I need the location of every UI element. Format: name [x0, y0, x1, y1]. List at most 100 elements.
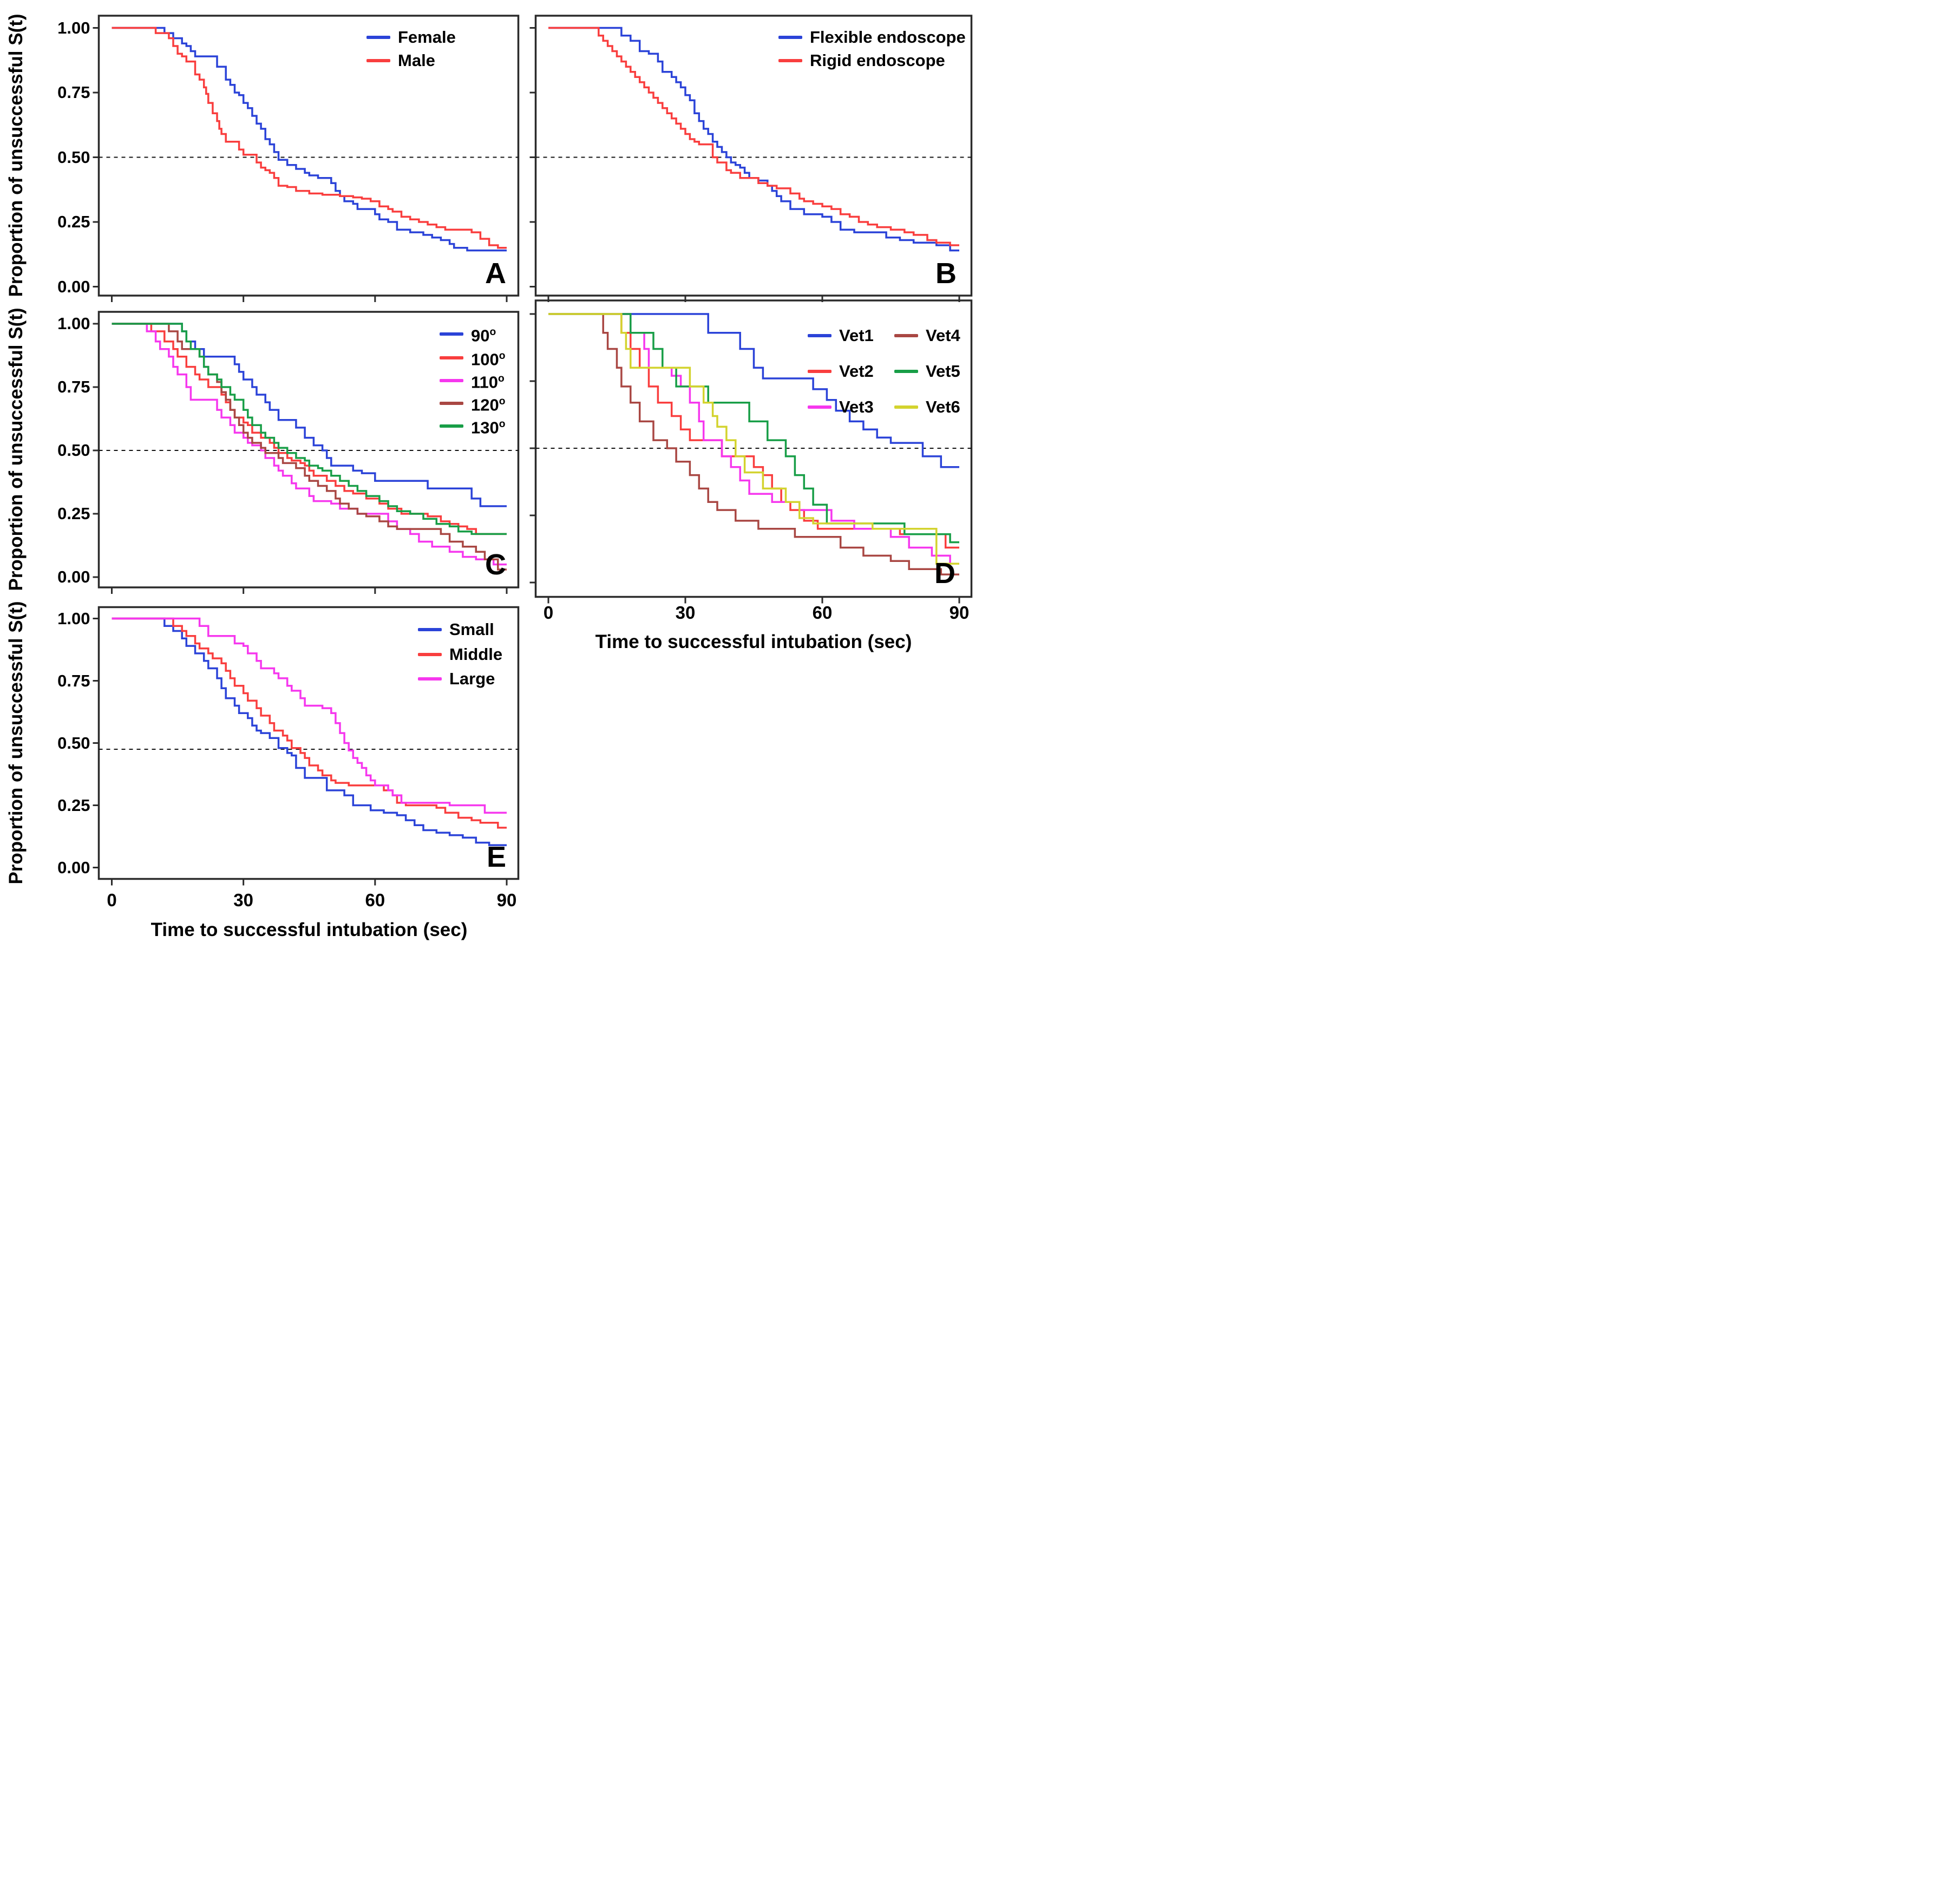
y-tick-label: 0.75	[57, 83, 90, 102]
legend-item-Small: Small	[418, 620, 494, 639]
curve-E-Large	[112, 617, 507, 814]
figure: Proportion of unsuccessful S(t) Proporti…	[0, 0, 976, 952]
legend-swatch	[808, 334, 832, 337]
curve-E-Small	[112, 617, 507, 846]
x-tick-label: 60	[812, 603, 833, 623]
x-tick-label: 30	[675, 603, 696, 623]
y-tick-label: 0.25	[57, 212, 90, 231]
legend-item-Middle: Middle	[418, 645, 502, 664]
y-tick-label: 0.75	[57, 377, 90, 396]
legend-label: Rigid endoscope	[810, 51, 945, 70]
legend-swatch	[440, 402, 463, 405]
x-tick-label: 0	[107, 890, 117, 910]
legend-item-100-: 100o	[440, 347, 505, 369]
legend-label: 90o	[471, 326, 496, 345]
x-tick-label: 30	[233, 890, 254, 910]
panel-box-A	[97, 15, 520, 297]
legend-item-110-: 110o	[440, 370, 505, 391]
legend-label: 110o	[471, 372, 505, 392]
legend-label: Vet2	[839, 362, 874, 381]
legend-swatch	[894, 334, 918, 337]
legend-swatch	[778, 36, 802, 39]
y-tick-label: 0.00	[57, 567, 90, 586]
y-axis-label: Proportion of unsuccessful S(t)	[5, 307, 27, 591]
x-axis-label: Time to successful intubation (sec)	[150, 919, 468, 940]
panel-box-B	[534, 15, 973, 297]
legend-swatch	[894, 370, 918, 373]
legend-swatch	[808, 370, 832, 373]
y-axis-label: Proportion of unsuccessful S(t)	[5, 14, 27, 297]
legend-item-Flexible-endoscope: Flexible endoscope	[778, 28, 966, 47]
legend-label: Vet5	[926, 362, 960, 381]
curve-C-100-	[112, 323, 507, 535]
legend-item-Vet4: Vet4	[894, 326, 960, 345]
degree-superscript: o	[499, 418, 506, 430]
curve-D-Vet4	[548, 313, 959, 575]
legend-label: Flexible endoscope	[810, 28, 966, 47]
legend-label: Vet4	[926, 326, 960, 345]
legend-label: Middle	[449, 645, 503, 664]
y-tick-label: 1.00	[57, 18, 90, 37]
curve-A-Male	[112, 27, 507, 249]
legend-item-Vet5: Vet5	[894, 362, 960, 381]
legend-label: Male	[398, 51, 435, 70]
degree-superscript: o	[498, 373, 505, 384]
curve-B-Rigid-endoscope	[548, 27, 959, 246]
y-tick-label: 0.00	[57, 858, 90, 877]
panel-letter-E: E	[487, 841, 507, 873]
y-tick-label: 0.50	[57, 733, 90, 753]
legend-label: Female	[398, 28, 456, 47]
x-tick-label: 90	[949, 603, 970, 623]
legend-item-90-: 90o	[440, 323, 496, 345]
panel-letter-C: C	[485, 548, 506, 581]
legend-item-Vet2: Vet2	[808, 362, 874, 381]
legend-item-Vet6: Vet6	[894, 398, 960, 416]
legend-swatch	[418, 653, 442, 656]
legend-swatch	[808, 405, 832, 409]
legend-item-Vet1: Vet1	[808, 326, 874, 345]
legend-swatch	[418, 628, 442, 631]
legend-swatch	[894, 405, 918, 409]
legend-label: Vet1	[839, 326, 874, 345]
curve-B-Flexible-endoscope	[548, 27, 959, 252]
y-tick-label: 0.50	[57, 441, 90, 460]
legend-item-Large: Large	[418, 670, 495, 688]
degree-superscript: o	[499, 396, 506, 407]
legend-item-120-: 120o	[440, 392, 505, 414]
x-tick-label: 90	[496, 890, 517, 910]
x-axis-label: Time to successful intubation (sec)	[595, 631, 912, 652]
x-tick-label: 0	[543, 603, 554, 623]
legend-swatch	[440, 424, 463, 428]
legend-swatch	[366, 36, 390, 39]
legend-item-Vet3: Vet3	[808, 398, 874, 416]
degree-superscript: o	[499, 350, 506, 362]
legend-swatch	[440, 356, 463, 360]
curve-D-Vet1	[548, 313, 959, 468]
y-tick-label: 0.25	[57, 504, 90, 523]
panel-letter-D: D	[934, 557, 955, 590]
legend-label: Vet6	[926, 397, 960, 416]
curve-C-90-	[112, 323, 507, 507]
legend-swatch	[440, 332, 463, 336]
legend-label: Small	[449, 620, 494, 639]
curve-D-Vet6	[548, 313, 959, 565]
y-tick-label: 0.75	[57, 671, 90, 690]
legend-item-Male: Male	[366, 51, 435, 70]
legend-label: Vet3	[839, 397, 874, 416]
legend-swatch	[418, 677, 442, 681]
figure-canvas	[93, 15, 973, 886]
legend-item-Female: Female	[366, 28, 456, 47]
legend-label: Large	[449, 669, 495, 688]
curve-C-110-	[112, 323, 507, 566]
legend-swatch	[778, 59, 802, 62]
x-tick-label: 60	[365, 890, 385, 910]
degree-superscript: o	[489, 326, 496, 338]
y-axis-label: Proportion of unsuccessful S(t)	[5, 601, 27, 885]
legend-item-130-: 130o	[440, 415, 505, 437]
y-tick-label: 1.00	[57, 609, 90, 628]
legend-swatch	[440, 379, 463, 383]
y-tick-label: 0.50	[57, 147, 90, 167]
y-tick-label: 0.25	[57, 795, 90, 815]
y-tick-label: 1.00	[57, 314, 90, 333]
legend-label: 100o	[471, 350, 506, 369]
